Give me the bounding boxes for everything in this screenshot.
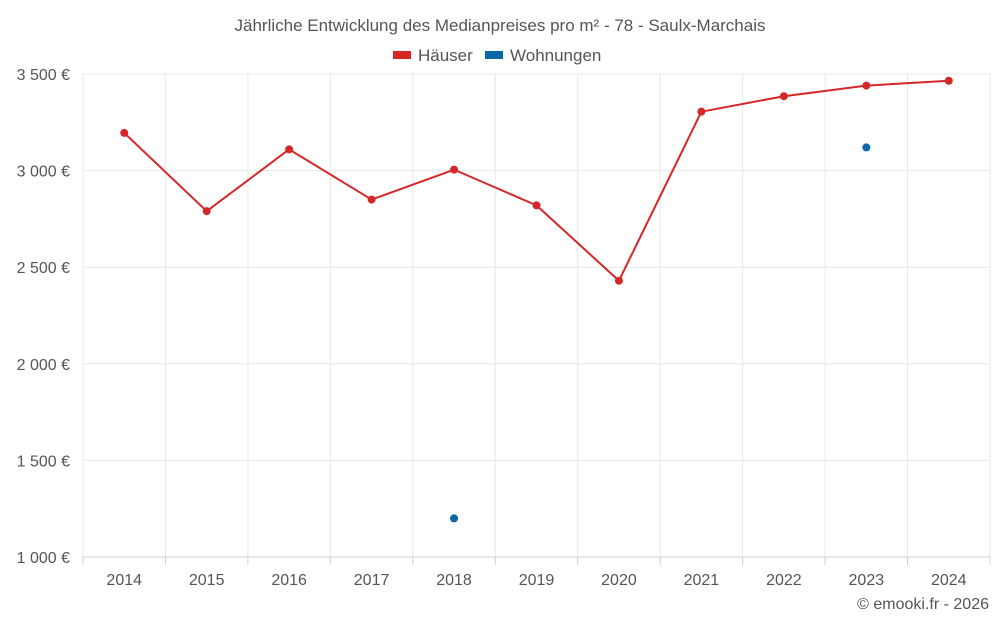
y-tick-label: 3 000 € bbox=[17, 164, 70, 181]
data-point[interactable] bbox=[862, 143, 871, 152]
x-tick-label: 2018 bbox=[436, 572, 472, 589]
data-point[interactable] bbox=[532, 201, 541, 210]
y-tick-label: 2 000 € bbox=[17, 357, 70, 374]
y-axis: 1 000 € 1 500 € 2 000 € 2 500 € 3 000 € 3 500… bbox=[17, 67, 70, 567]
x-tick-label: 2021 bbox=[684, 572, 720, 589]
x-axis: 2014 2015 2016 2017 2018 2019 2020 2021 2022 2023… bbox=[82, 556, 991, 589]
x-tick-label: 2022 bbox=[766, 572, 802, 589]
x-tick-label: 2024 bbox=[931, 572, 967, 589]
y-tick-label: 1 000 € bbox=[17, 550, 70, 567]
legend-item-wohnungen[interactable]: Wohnungen bbox=[485, 46, 601, 65]
legend-label-wohnungen: Wohnungen bbox=[510, 46, 601, 65]
grid bbox=[82, 73, 991, 558]
data-point[interactable] bbox=[944, 76, 953, 85]
x-tick-label: 2015 bbox=[189, 572, 225, 589]
series-1 bbox=[450, 143, 871, 523]
y-tick-label: 2 500 € bbox=[17, 260, 70, 277]
data-point[interactable] bbox=[285, 145, 294, 154]
series-0 bbox=[120, 76, 953, 285]
data-point[interactable] bbox=[450, 165, 459, 174]
x-tick-label: 2014 bbox=[106, 572, 142, 589]
legend-swatch-haeuser bbox=[393, 51, 411, 59]
data-point[interactable] bbox=[862, 81, 871, 90]
legend: Häuser Wohnungen bbox=[393, 46, 601, 65]
x-tick-label: 2016 bbox=[271, 572, 307, 589]
data-point[interactable] bbox=[779, 92, 788, 101]
chart-title: Jährliche Entwicklung des Medianpreises … bbox=[235, 16, 766, 35]
x-tick-label: 2019 bbox=[519, 572, 555, 589]
data-point[interactable] bbox=[202, 207, 211, 216]
x-tick-label: 2020 bbox=[601, 572, 637, 589]
data-point[interactable] bbox=[367, 195, 376, 204]
legend-swatch-wohnungen bbox=[485, 51, 503, 59]
y-tick-label: 1 500 € bbox=[17, 453, 70, 470]
data-point[interactable] bbox=[614, 276, 623, 285]
data-point[interactable] bbox=[697, 107, 706, 116]
x-tick-label: 2023 bbox=[849, 572, 885, 589]
data-point[interactable] bbox=[450, 514, 459, 523]
series-layer bbox=[120, 76, 953, 523]
x-tick-label: 2017 bbox=[354, 572, 390, 589]
legend-label-haeuser: Häuser bbox=[418, 46, 473, 65]
legend-item-haeuser[interactable]: Häuser bbox=[393, 46, 473, 65]
y-tick-label: 3 500 € bbox=[17, 67, 70, 84]
data-point[interactable] bbox=[120, 128, 129, 137]
credit-text: © emooki.fr - 2026 bbox=[857, 596, 989, 613]
